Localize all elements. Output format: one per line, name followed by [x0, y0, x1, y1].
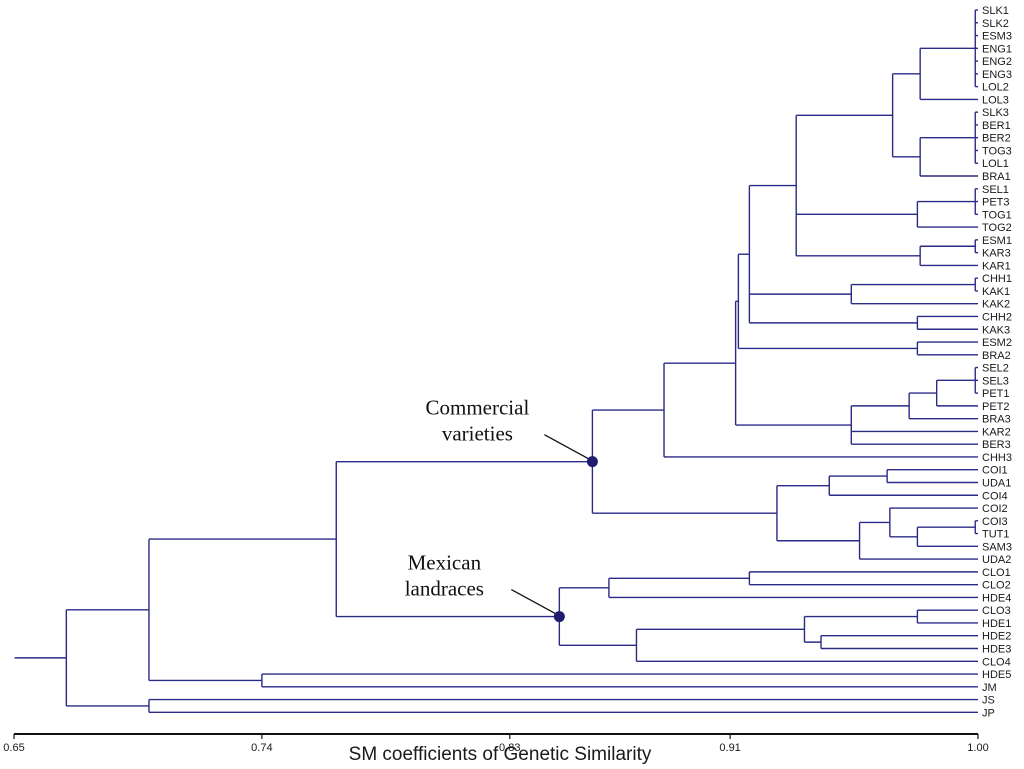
leaf-label-jm: JM [982, 682, 997, 694]
leaf-label-pet1: PET1 [982, 388, 1010, 400]
leaf-label-uda1: UDA1 [982, 477, 1011, 489]
leaf-label-hde1: HDE1 [982, 618, 1011, 630]
leaf-label-tog1: TOG1 [982, 209, 1012, 221]
leaf-label-coi2: COI2 [982, 503, 1008, 515]
leaf-label-lol1: LOL1 [982, 158, 1009, 170]
leaf-label-slk3: SLK3 [982, 107, 1009, 119]
leaf-label-chh1: CHH1 [982, 273, 1012, 285]
x-tick-label-1: 0.74 [251, 742, 272, 754]
annotation-mexican-line-0: Mexican [408, 551, 482, 575]
leaf-label-hde2: HDE2 [982, 631, 1011, 643]
leaf-label-esm1: ESM1 [982, 235, 1012, 247]
leaf-label-js: JS [982, 695, 995, 707]
annotation-mexican-node-dot [553, 611, 565, 623]
leaf-label-uda2: UDA2 [982, 554, 1011, 566]
leaf-label-pet3: PET3 [982, 197, 1010, 209]
leaf-label-hde5: HDE5 [982, 669, 1011, 681]
leaf-label-coi1: COI1 [982, 465, 1008, 477]
leaf-label-hde3: HDE3 [982, 644, 1011, 656]
leaf-label-bra2: BRA2 [982, 350, 1011, 362]
x-tick-label-0: 0.65 [3, 742, 24, 754]
leaf-label-esm3: ESM3 [982, 31, 1012, 43]
leaf-label-lol2: LOL2 [982, 82, 1009, 94]
leaf-label-kak3: KAK3 [982, 324, 1010, 336]
leaf-label-eng2: ENG2 [982, 56, 1012, 68]
annotation-commercial-node-dot [586, 456, 598, 468]
leaf-label-clo3: CLO3 [982, 605, 1011, 617]
leaf-label-kak1: KAK1 [982, 286, 1010, 298]
leaf-label-sel2: SEL2 [982, 363, 1009, 375]
leaf-label-clo4: CLO4 [982, 656, 1011, 668]
x-tick-label-2: 0.83 [499, 742, 520, 754]
leaf-label-kar1: KAR1 [982, 260, 1011, 272]
leaf-label-clo2: CLO2 [982, 580, 1011, 592]
leaf-label-tog3: TOG3 [982, 145, 1012, 157]
x-axis-title: SM coefficients of Genetic Similarity [349, 744, 652, 765]
leaf-label-tog2: TOG2 [982, 222, 1012, 234]
leaf-label-eng3: ENG3 [982, 69, 1012, 81]
annotation-commercial-line-0: Commercial [425, 396, 529, 420]
annotation-mexican-pointer [511, 589, 556, 615]
leaf-label-ber3: BER3 [982, 439, 1011, 451]
leaf-label-kar2: KAR2 [982, 426, 1011, 438]
leaf-label-slk2: SLK2 [982, 18, 1009, 30]
leaf-label-chh3: CHH3 [982, 452, 1012, 464]
annotation-commercial-pointer [544, 434, 589, 460]
x-tick-label-3: 0.91 [719, 742, 740, 754]
leaf-label-ber2: BER2 [982, 133, 1011, 145]
leaf-label-eng1: ENG1 [982, 43, 1012, 55]
leaf-label-coi4: COI4 [982, 490, 1008, 502]
x-axis: 0.65 0.74 0.83 0.91 1.00 SM coefficients of … [3, 733, 989, 765]
leaf-label-slk1: SLK1 [982, 5, 1009, 17]
leaf-label-coi3: COI3 [982, 516, 1008, 528]
leaf-label-sel3: SEL3 [982, 375, 1009, 387]
annotation-commercial-line-1: varieties [442, 422, 513, 446]
leaf-label-jp: JP [982, 707, 995, 719]
leaf-label-sel1: SEL1 [982, 184, 1009, 196]
leaf-labels: SLK1SLK2ESM3ENG1ENG2ENG3LOL2LOL3SLK3BER1… [982, 5, 1012, 719]
leaf-label-bra3: BRA3 [982, 414, 1011, 426]
leaf-label-sam3: SAM3 [982, 541, 1012, 553]
leaf-label-pet2: PET2 [982, 401, 1010, 413]
leaf-label-hde4: HDE4 [982, 592, 1011, 604]
leaf-label-bra1: BRA1 [982, 171, 1011, 183]
leaf-label-clo1: CLO1 [982, 567, 1011, 579]
leaf-label-ber1: BER1 [982, 120, 1011, 132]
leaf-label-kak2: KAK2 [982, 299, 1010, 311]
x-tick-label-4: 1.00 [967, 742, 988, 754]
leaf-label-chh2: CHH2 [982, 311, 1012, 323]
annotation-mexican-line-1: landraces [405, 577, 484, 601]
leaf-label-lol3: LOL3 [982, 94, 1009, 106]
leaf-label-tut1: TUT1 [982, 529, 1010, 541]
leaf-label-kar3: KAR3 [982, 248, 1011, 260]
x-axis-ticks: 0.65 0.74 0.83 0.91 1.00 [3, 734, 989, 754]
leaf-label-esm2: ESM2 [982, 337, 1012, 349]
dendrogram-branches [14, 9, 978, 714]
